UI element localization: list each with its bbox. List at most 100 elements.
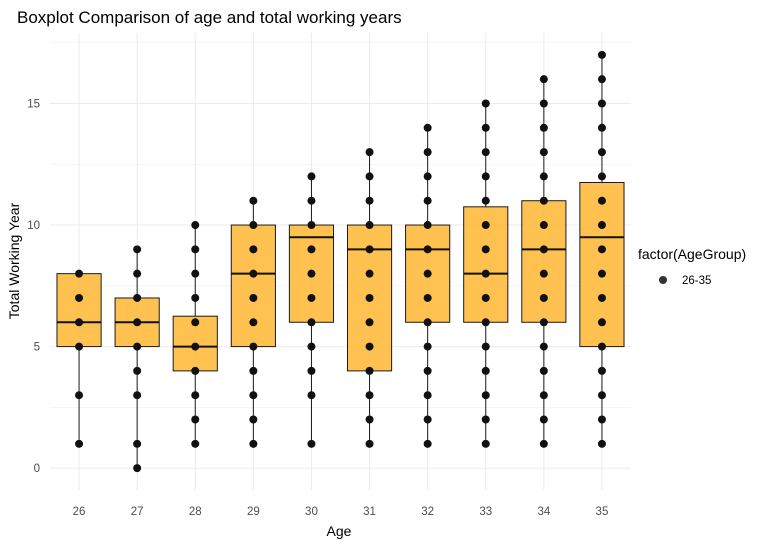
y-tick-label: 0 xyxy=(34,463,40,475)
data-point xyxy=(307,269,316,278)
x-tick-label: 34 xyxy=(537,506,550,518)
data-point xyxy=(597,99,606,108)
data-point xyxy=(249,269,258,278)
data-point xyxy=(423,269,432,278)
data-point xyxy=(423,342,432,351)
data-point xyxy=(365,293,374,302)
data-point xyxy=(481,439,490,448)
x-tick-label: 35 xyxy=(596,506,609,518)
data-point xyxy=(423,123,432,132)
data-point xyxy=(481,366,490,375)
x-tick-label: 27 xyxy=(131,506,144,518)
legend-key-dot xyxy=(659,276,667,284)
data-point xyxy=(191,366,200,375)
y-tick-label: 15 xyxy=(27,98,40,110)
data-point xyxy=(133,464,142,473)
data-point xyxy=(133,269,142,278)
data-point xyxy=(249,196,258,205)
data-point xyxy=(75,439,84,448)
data-point xyxy=(597,245,606,254)
data-point xyxy=(133,342,142,351)
data-point xyxy=(249,245,258,254)
data-point xyxy=(539,75,548,84)
data-point xyxy=(191,415,200,424)
points-layer xyxy=(75,50,606,473)
data-point xyxy=(191,221,200,230)
data-point xyxy=(365,148,374,157)
data-point xyxy=(249,366,258,375)
data-point xyxy=(307,366,316,375)
x-tick-label: 29 xyxy=(247,506,260,518)
data-point xyxy=(481,269,490,278)
data-point xyxy=(133,293,142,302)
data-point xyxy=(249,391,258,400)
data-point xyxy=(481,148,490,157)
data-point xyxy=(191,391,200,400)
data-point xyxy=(597,366,606,375)
data-point xyxy=(539,415,548,424)
data-point xyxy=(539,123,548,132)
data-point xyxy=(597,148,606,157)
data-point xyxy=(481,342,490,351)
data-point xyxy=(133,391,142,400)
data-point xyxy=(423,293,432,302)
data-point xyxy=(481,172,490,181)
data-point xyxy=(307,391,316,400)
data-point xyxy=(191,245,200,254)
data-point xyxy=(365,318,374,327)
y-tick-label: 5 xyxy=(34,342,40,354)
data-point xyxy=(133,318,142,327)
y-tick-label: 10 xyxy=(27,220,40,232)
data-point xyxy=(597,439,606,448)
data-point xyxy=(365,439,374,448)
data-point xyxy=(539,269,548,278)
data-point xyxy=(191,439,200,448)
data-point xyxy=(597,50,606,59)
data-point xyxy=(539,391,548,400)
data-point xyxy=(423,221,432,230)
data-point xyxy=(597,318,606,327)
data-point xyxy=(133,245,142,254)
data-point xyxy=(423,148,432,157)
legend-title: factor(AgeGroup) xyxy=(638,246,746,262)
data-point xyxy=(481,196,490,205)
data-point xyxy=(307,172,316,181)
y-tick-labels: 0 5 10 15 xyxy=(27,98,40,475)
data-point xyxy=(423,196,432,205)
data-point xyxy=(365,366,374,375)
data-point xyxy=(539,172,548,181)
data-point xyxy=(481,123,490,132)
data-point xyxy=(423,415,432,424)
data-point xyxy=(133,366,142,375)
data-point xyxy=(539,148,548,157)
data-point xyxy=(307,318,316,327)
data-point xyxy=(365,245,374,254)
data-point xyxy=(597,293,606,302)
data-point xyxy=(481,391,490,400)
data-point xyxy=(539,439,548,448)
data-point xyxy=(423,172,432,181)
data-point xyxy=(365,415,374,424)
data-point xyxy=(597,123,606,132)
data-point xyxy=(75,269,84,278)
data-point xyxy=(481,415,490,424)
data-point xyxy=(539,293,548,302)
data-point xyxy=(423,366,432,375)
box-body xyxy=(56,273,102,348)
data-point xyxy=(365,391,374,400)
data-point xyxy=(307,245,316,254)
data-point xyxy=(75,318,84,327)
data-point xyxy=(597,221,606,230)
data-point xyxy=(539,99,548,108)
x-tick-label: 30 xyxy=(305,506,318,518)
data-point xyxy=(423,391,432,400)
data-point xyxy=(423,439,432,448)
data-point xyxy=(423,245,432,254)
data-point xyxy=(597,391,606,400)
data-point xyxy=(597,342,606,351)
data-point xyxy=(539,245,548,254)
data-point xyxy=(539,221,548,230)
data-point xyxy=(75,391,84,400)
data-point xyxy=(539,318,548,327)
x-axis-title: Age xyxy=(327,523,352,539)
